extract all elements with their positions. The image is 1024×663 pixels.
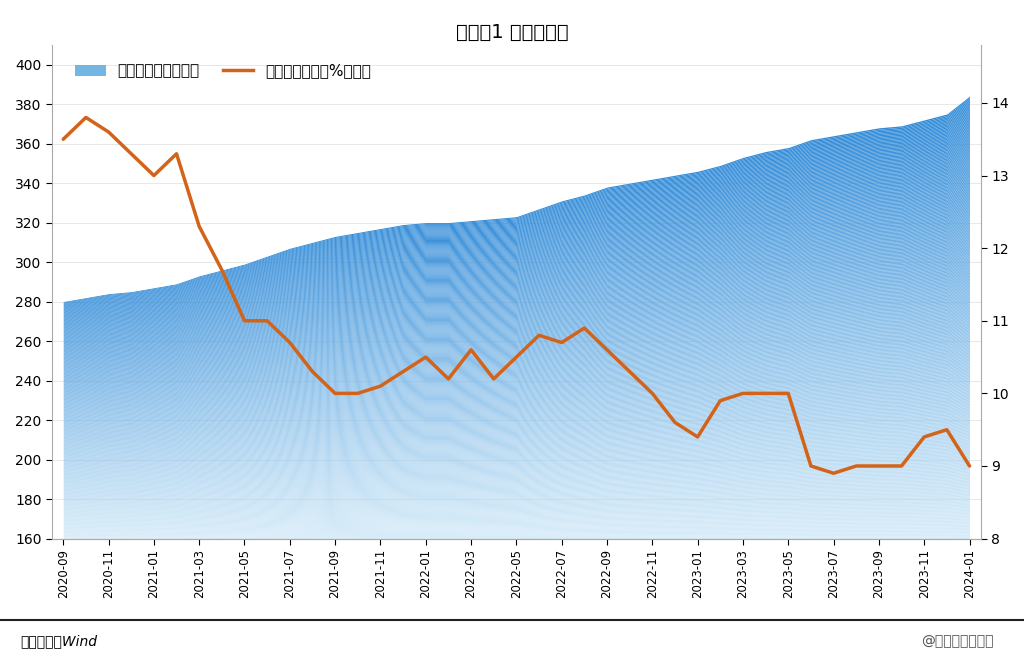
Text: @分享使者一谢旸: @分享使者一谢旸	[921, 634, 993, 648]
Text: 图表：1 月社融放量: 图表：1 月社融放量	[456, 23, 568, 42]
Legend: 社融存量（万亿元）, 社融存量同比（%，右）: 社融存量（万亿元）, 社融存量同比（%，右）	[69, 58, 378, 85]
Text: 资料来源：Wind: 资料来源：Wind	[20, 634, 97, 648]
